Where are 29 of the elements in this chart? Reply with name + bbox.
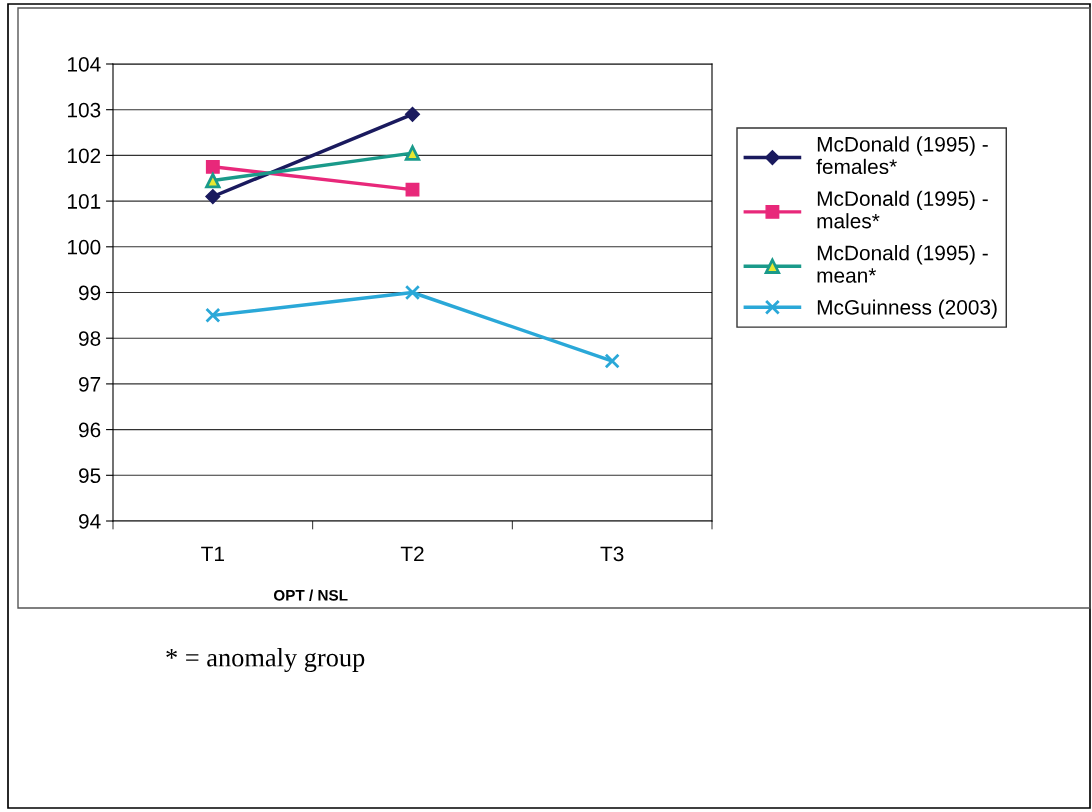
point — [404, 284, 421, 301]
legend-label: McGuinness (2003) — [817, 299, 997, 319]
legend-label: McDonald (1995) - females* — [816, 136, 988, 175]
x-tick-label: T3 — [600, 546, 624, 562]
y-tick-label: 96 — [79, 422, 101, 438]
y-tick-label: 102 — [68, 148, 101, 164]
x-tick-label: T2 — [400, 546, 424, 562]
x-tick-label: T1 — [201, 546, 224, 562]
y-tick-label: 94 — [79, 514, 101, 529]
point — [405, 182, 420, 197]
point — [205, 172, 221, 189]
y-tick-label: 97 — [79, 376, 101, 392]
legend-label: McDonald (1995) - males* — [817, 190, 988, 229]
point — [205, 307, 221, 323]
point — [404, 145, 421, 161]
point — [205, 159, 220, 174]
y-tick-label: 95 — [79, 468, 101, 484]
y-tick-label: 99 — [79, 285, 101, 301]
y-tick-label: 103 — [68, 102, 101, 118]
point — [404, 106, 421, 122]
legend-label: McDonald (1995) - mean* — [817, 245, 988, 283]
y-tick-label: 98 — [79, 331, 101, 346]
text: * = anomaly group — [166, 648, 365, 672]
point — [205, 188, 221, 205]
y-tick-label: 101 — [68, 194, 101, 209]
x-axis-title: OPT / NSL — [273, 589, 348, 601]
point — [604, 353, 620, 369]
y-tick-label: 104 — [68, 57, 101, 72]
y-tick-label: 100 — [68, 239, 101, 255]
